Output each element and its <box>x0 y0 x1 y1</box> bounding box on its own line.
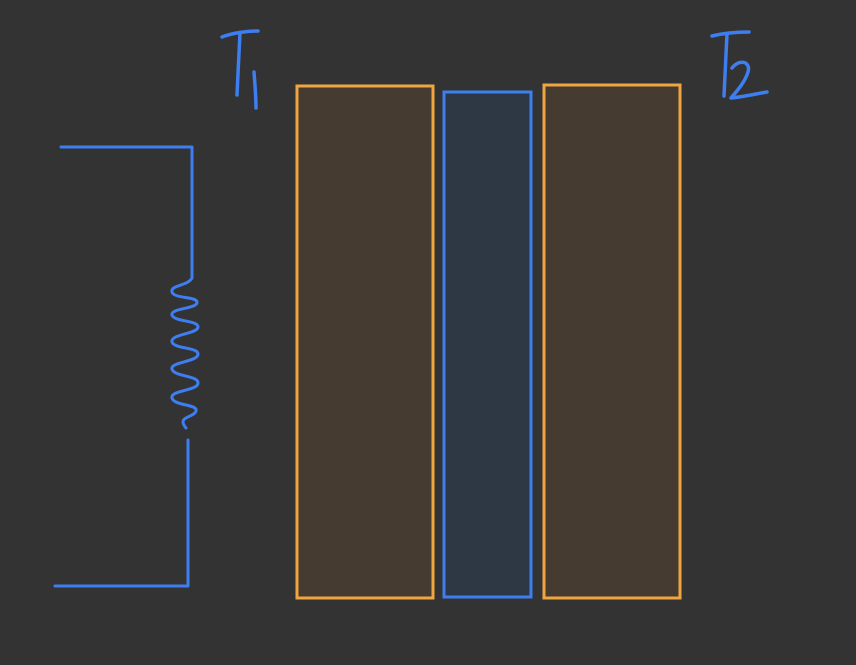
label-t1 <box>220 29 260 110</box>
label-t2 <box>710 30 769 100</box>
left-plate <box>295 84 435 600</box>
right-plate <box>542 83 682 600</box>
label-t2-stem <box>722 32 729 98</box>
label-t2-subscript <box>729 60 769 100</box>
lower-wire <box>53 438 190 588</box>
label-t1-subscript <box>252 70 258 110</box>
label-t2-bar <box>710 30 751 38</box>
upper-wire <box>59 145 194 280</box>
label-t1-stem <box>235 31 242 97</box>
heater-coil <box>170 276 200 430</box>
middle-layer <box>442 90 533 599</box>
heater-coil-circuit <box>53 145 200 588</box>
